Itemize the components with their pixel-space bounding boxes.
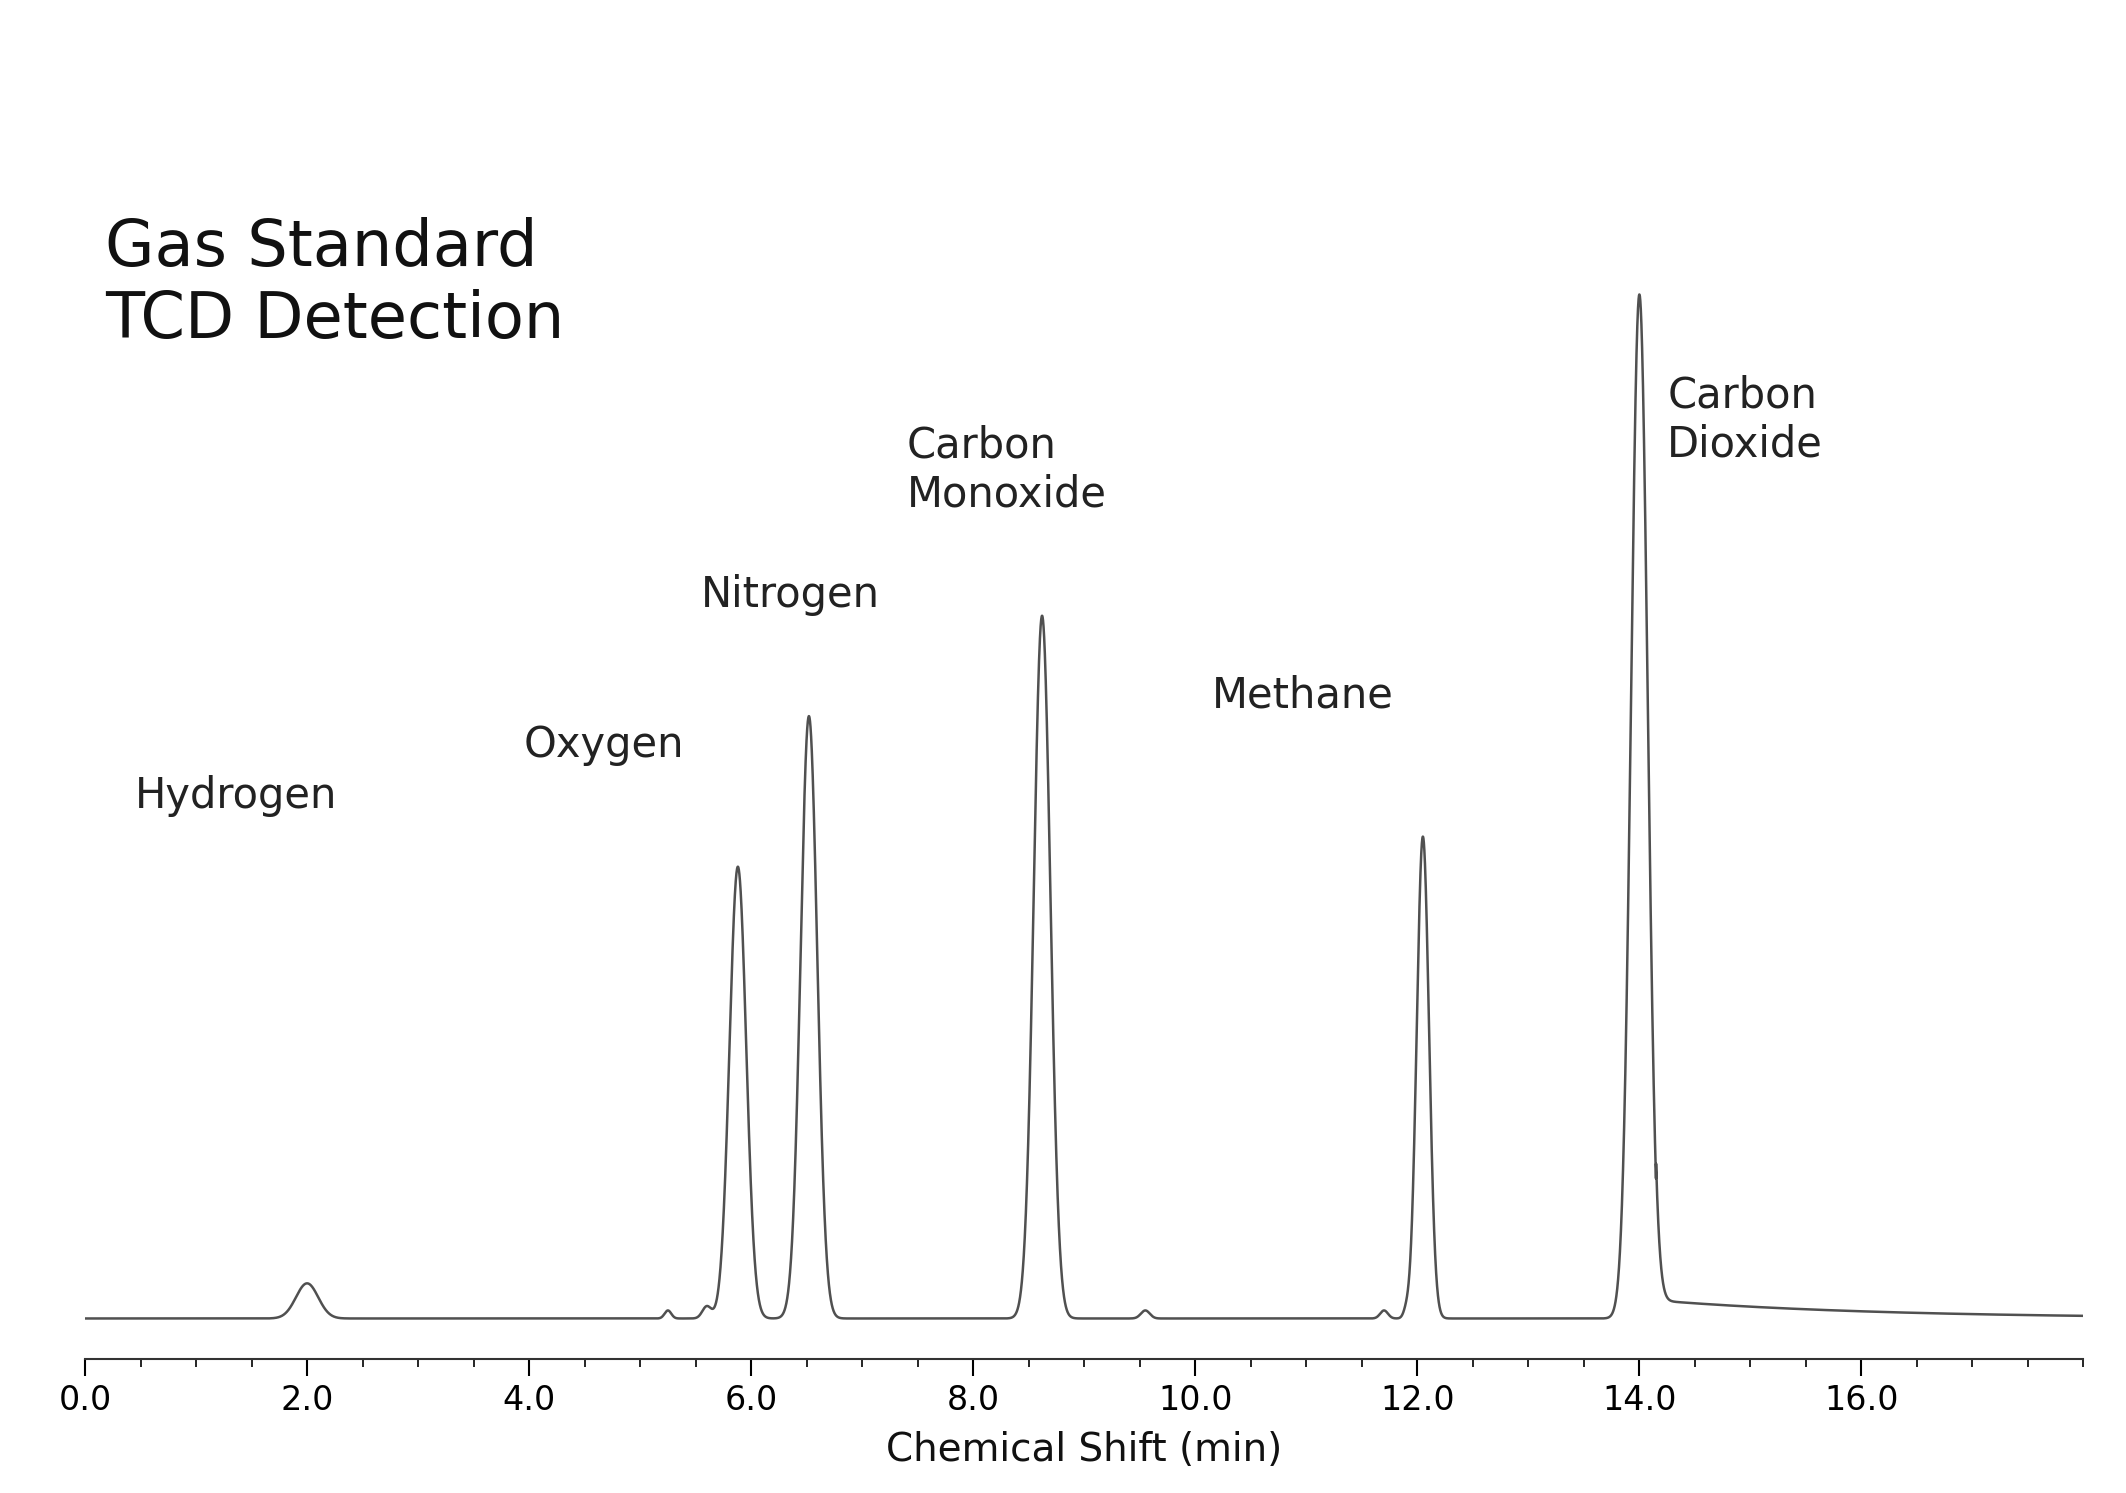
Text: Carbon
Dioxide: Carbon Dioxide [1667, 375, 1822, 466]
Text: Hydrogen: Hydrogen [136, 775, 338, 817]
Text: Methane: Methane [1212, 675, 1395, 717]
X-axis label: Chemical Shift (min): Chemical Shift (min) [887, 1430, 1282, 1469]
Text: Nitrogen: Nitrogen [702, 573, 880, 615]
Text: Oxygen: Oxygen [523, 724, 685, 766]
Text: Gas Standard
TCD Detection: Gas Standard TCD Detection [104, 218, 563, 351]
Text: Carbon
Monoxide: Carbon Monoxide [906, 424, 1108, 515]
